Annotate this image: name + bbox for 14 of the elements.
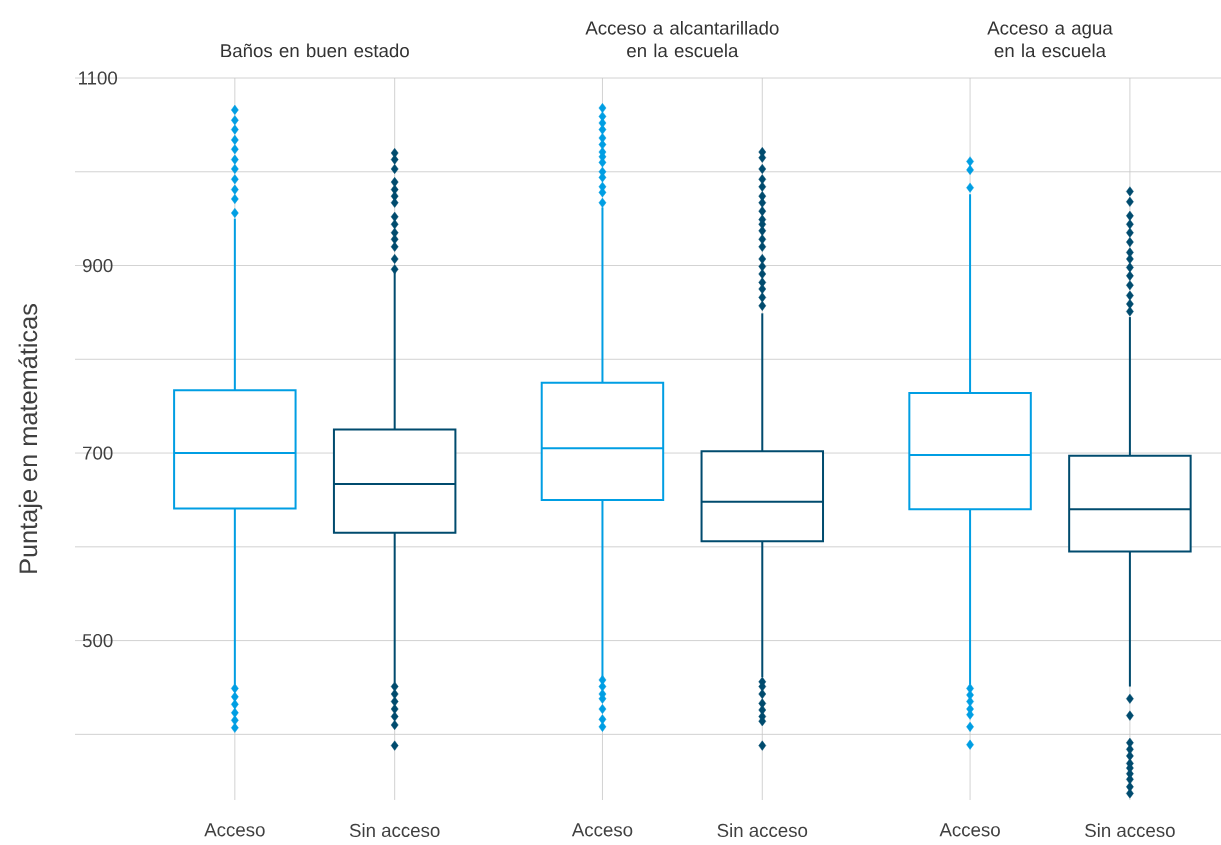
x-tick-label: Acceso — [571, 823, 633, 837]
text: Acceso a alcantarillado en la escuela — [585, 20, 779, 58]
y-tick-label: 900 — [82, 258, 113, 273]
y-tick-label: 1100 — [79, 71, 118, 85]
y-tick-label: 700 — [83, 446, 113, 460]
y-tick-label: 500 — [82, 633, 113, 648]
text: Acceso a agua en la escuela — [987, 21, 1113, 58]
x-tick-label: Sin acceso — [717, 823, 808, 838]
x-tick-label: Sin acceso — [1085, 823, 1175, 838]
x-tick-label: Acceso — [204, 823, 265, 837]
x-tick-label: Sin acceso — [349, 823, 440, 838]
y-axis-title: Puntaje en matemáticas — [18, 304, 43, 573]
text: Baños en buen estado — [221, 43, 409, 58]
x-tick-label: Acceso — [939, 823, 1000, 837]
